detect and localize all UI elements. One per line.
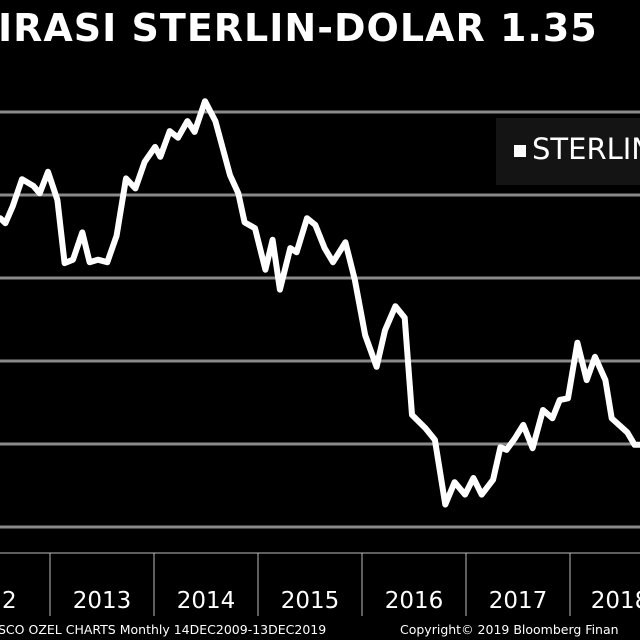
footer-source: SCO OZEL CHARTS Monthly 14DEC2009-13DEC2…	[0, 622, 327, 637]
x-tick-label: 2014	[176, 588, 236, 614]
legend: STERLIN	[496, 118, 640, 185]
legend-label: STERLIN	[532, 132, 640, 166]
footer-copyright: Copyright© 2019 Bloomberg Finan	[400, 622, 619, 637]
x-tick-label: 2017	[488, 588, 548, 614]
x-tick-label: 2018	[590, 588, 640, 614]
x-tick-label: 2013	[72, 588, 132, 614]
series-line-sterlin	[0, 98, 640, 508]
x-tick-label: 2015	[280, 588, 340, 614]
chart-title: IRASI STERLIN-DOLAR 1.35	[0, 6, 598, 50]
x-tick-label: 12	[0, 588, 17, 614]
legend-swatch	[514, 145, 526, 157]
x-tick-label: 2016	[384, 588, 444, 614]
